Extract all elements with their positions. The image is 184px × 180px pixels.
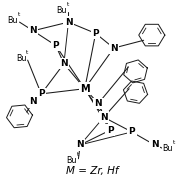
Text: t: t (26, 50, 28, 55)
Text: M = Zr, Hf: M = Zr, Hf (66, 166, 118, 176)
Text: t: t (77, 152, 79, 157)
Text: N: N (29, 97, 37, 106)
Text: N: N (60, 59, 68, 68)
Text: N: N (151, 140, 158, 149)
Text: P: P (107, 126, 113, 135)
Text: N: N (29, 26, 37, 35)
Text: Bu: Bu (16, 54, 26, 63)
Text: N: N (95, 99, 102, 108)
Text: P: P (92, 29, 99, 38)
Text: Bu: Bu (8, 16, 18, 25)
Text: Bu: Bu (163, 144, 173, 153)
Text: Bu: Bu (57, 6, 67, 15)
Text: P: P (52, 41, 59, 50)
Text: N: N (65, 18, 72, 27)
Text: N: N (110, 44, 118, 53)
Text: t: t (18, 12, 20, 17)
Text: t: t (67, 2, 69, 6)
Text: Bu: Bu (67, 156, 77, 165)
Text: N: N (76, 140, 84, 149)
Text: P: P (129, 127, 135, 136)
Text: N: N (100, 113, 108, 122)
Text: t: t (173, 140, 175, 145)
Text: M: M (80, 84, 90, 94)
Text: P: P (38, 89, 45, 98)
